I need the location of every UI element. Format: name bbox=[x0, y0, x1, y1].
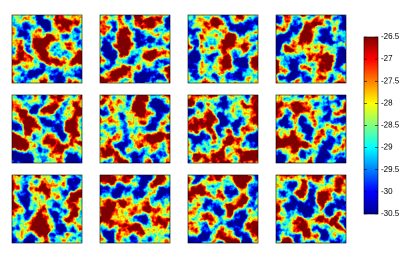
heatmap-panel bbox=[276, 175, 346, 243]
panel-border bbox=[99, 174, 171, 244]
heatmap-panel bbox=[12, 15, 82, 83]
panel-border bbox=[275, 94, 347, 164]
panel-border bbox=[275, 174, 347, 244]
heatmap-panel bbox=[188, 95, 258, 163]
panel-border bbox=[11, 94, 83, 164]
panel-border bbox=[187, 174, 259, 244]
panels bbox=[11, 14, 347, 244]
panel-border bbox=[275, 14, 347, 84]
panel-border bbox=[187, 14, 259, 84]
heatmap-panel bbox=[188, 175, 258, 243]
colorbar-tick-label: -29 bbox=[381, 143, 393, 152]
colorbar-tick-label: -27.5 bbox=[381, 76, 400, 85]
colorbar-group: -26.5 -27 -27.5 -28 -28.5 -29 -29.5 -30 -30.5 bbox=[363, 32, 400, 218]
colorbar-tick-label: -26.5 bbox=[381, 32, 400, 41]
colorbar-tick-label: -27 bbox=[381, 54, 393, 63]
heatmap-panel bbox=[12, 95, 82, 163]
panel-border bbox=[11, 174, 83, 244]
panel-border bbox=[11, 14, 83, 84]
colorbar-tick-label: -28 bbox=[381, 98, 393, 107]
heatmap-panel bbox=[188, 15, 258, 83]
heatmap-panel bbox=[100, 175, 170, 243]
heatmap-panel bbox=[276, 95, 346, 163]
heatmap-panel bbox=[12, 175, 82, 243]
colorbar-tick-label: -30.5 bbox=[381, 209, 400, 218]
heatmap-panel bbox=[100, 15, 170, 83]
panel-border bbox=[99, 14, 171, 84]
heatmap-panel bbox=[100, 95, 170, 163]
panel-border bbox=[187, 94, 259, 164]
colorbar-tick-label: -28.5 bbox=[381, 121, 400, 130]
colorbar-tick-label: -29.5 bbox=[381, 165, 400, 174]
colorbar-tick-label: -30 bbox=[381, 187, 393, 196]
heatmap-panel bbox=[276, 15, 346, 83]
panel-border bbox=[99, 94, 171, 164]
